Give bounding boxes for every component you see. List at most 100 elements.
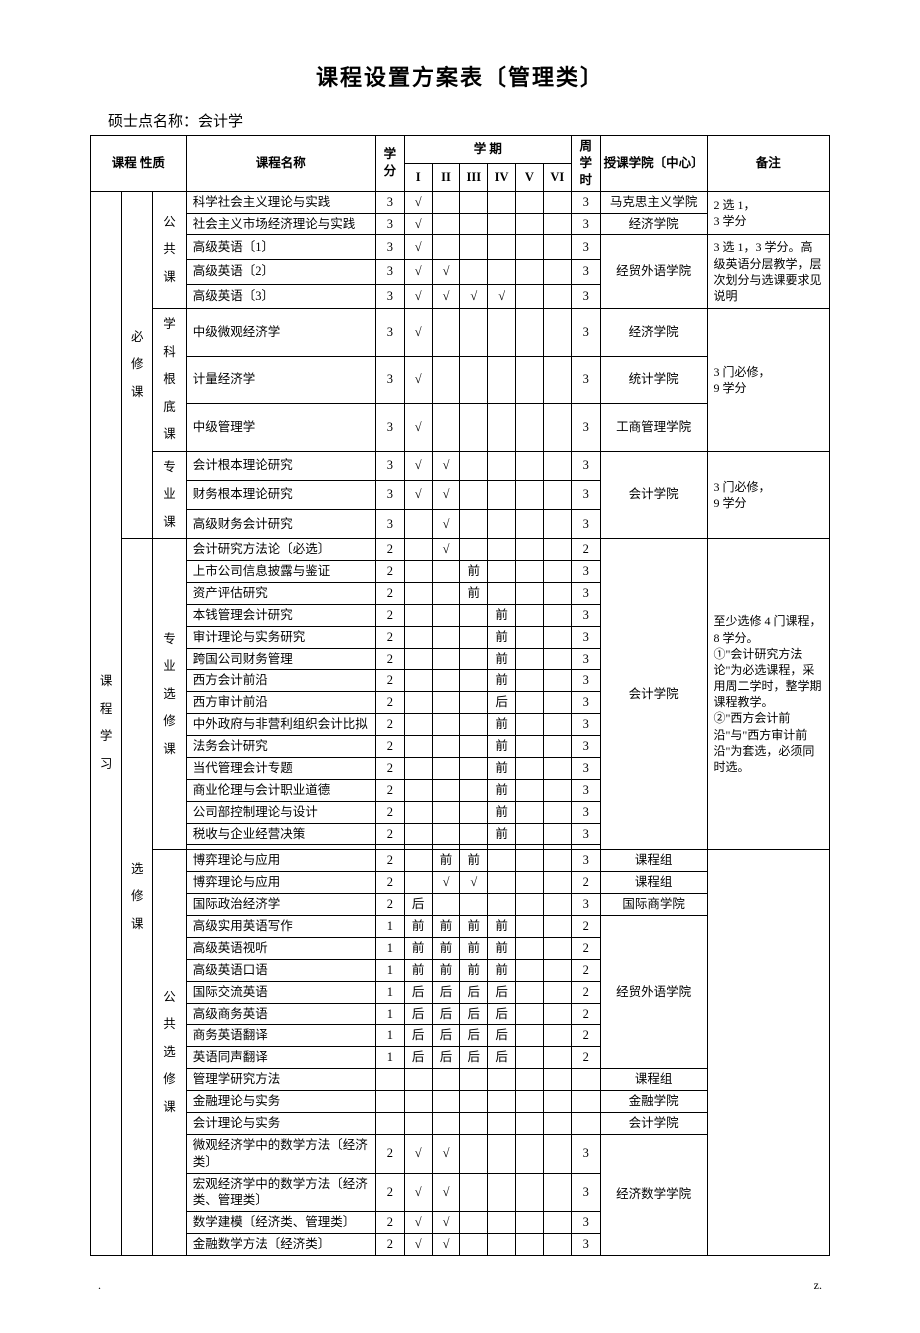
cell-hours — [571, 1069, 600, 1091]
cell-sem-4 — [488, 213, 516, 235]
cell-hours: 3 — [571, 736, 600, 758]
cell-credit: 1 — [375, 937, 404, 959]
cell-sem-6 — [543, 1212, 571, 1234]
cell-credit: 2 — [375, 1134, 404, 1173]
cell-sem-4: 前 — [488, 779, 516, 801]
cell-sem-6 — [543, 539, 571, 561]
cell-sem-2 — [432, 309, 460, 357]
cell-course-name: 高级英语〔1〕 — [186, 235, 375, 260]
cell-sem-5 — [516, 1003, 544, 1025]
cell-sem-2: √ — [432, 1134, 460, 1173]
cell-course-name: 管理学研究方法 — [186, 1069, 375, 1091]
cell-sem-6 — [543, 561, 571, 583]
cell-sem-5 — [516, 1173, 544, 1212]
cell-hours: 2 — [571, 1047, 600, 1069]
cell-sem-6 — [543, 1091, 571, 1113]
cell-sem-5 — [516, 1134, 544, 1173]
cell-hours: 3 — [571, 714, 600, 736]
cell-note: 至少选修 4 门课程，8 学分。①"会计研究方法论"为必选课程，采用周二学时，整… — [707, 539, 830, 850]
cell-credit: 1 — [375, 959, 404, 981]
cell-sem-5 — [516, 736, 544, 758]
cell-sem-4: 后 — [488, 1047, 516, 1069]
cell-note: 3 门必修，9 学分 — [707, 309, 830, 452]
cell-sem-1: √ — [404, 1134, 432, 1173]
cell-sem-6 — [543, 757, 571, 779]
cell-sem-4 — [488, 509, 516, 538]
cell-hours: 2 — [571, 937, 600, 959]
cell-sem-2 — [432, 823, 460, 845]
cell-hours — [571, 1112, 600, 1134]
cell-course-name: 中外政府与非营利组织会计比拟 — [186, 714, 375, 736]
cell-sem-3 — [460, 692, 488, 714]
cell-sem-5 — [516, 235, 544, 260]
th-sem-6: VI — [543, 163, 571, 191]
cell-sem-2 — [432, 757, 460, 779]
cell-sem-6 — [543, 937, 571, 959]
cell-sem-1 — [404, 736, 432, 758]
cell-sem-3 — [460, 1173, 488, 1212]
cell-sem-3: 后 — [460, 981, 488, 1003]
cell-sem-5 — [516, 561, 544, 583]
cell-sem-5 — [516, 823, 544, 845]
th-sem-4: IV — [488, 163, 516, 191]
cell-sem-4 — [488, 561, 516, 583]
cell-institution: 金融学院 — [600, 1091, 707, 1113]
cell-credit: 3 — [375, 213, 404, 235]
cell-course-name: 英语同声翻译 — [186, 1047, 375, 1069]
th-sem-1: I — [404, 163, 432, 191]
th-inst: 授课学院〔中心〕 — [600, 136, 707, 192]
cell-sem-3 — [460, 309, 488, 357]
cell-course-name: 高级财务会计研究 — [186, 509, 375, 538]
cell-sem-5 — [516, 1112, 544, 1134]
cell-sem-3: 前 — [460, 561, 488, 583]
cell-credit: 3 — [375, 284, 404, 309]
cell-sem-1: 前 — [404, 959, 432, 981]
cell-hours: 3 — [571, 235, 600, 260]
cell-institution: 经贸外语学院 — [600, 235, 707, 309]
cell-sem-1 — [404, 823, 432, 845]
cell-sem-2: 前 — [432, 916, 460, 938]
cell-sem-2: 前 — [432, 937, 460, 959]
cell-institution: 国际商学院 — [600, 894, 707, 916]
cell-sem-4: 前 — [488, 604, 516, 626]
cell-sem-1: √ — [404, 356, 432, 404]
cell-institution: 课程组 — [600, 1069, 707, 1091]
cell-hours: 3 — [571, 259, 600, 284]
cell-sem-2 — [432, 213, 460, 235]
cell-sem-1: √ — [404, 1212, 432, 1234]
cell-sem-4: 前 — [488, 916, 516, 938]
cell-sem-2: √ — [432, 1212, 460, 1234]
cell-sem-3 — [460, 191, 488, 213]
cell-hours — [571, 1091, 600, 1113]
cell-hours: 2 — [571, 1025, 600, 1047]
cell-sem-5 — [516, 872, 544, 894]
cell-hours: 3 — [571, 509, 600, 538]
cell-sem-3: √ — [460, 872, 488, 894]
cell-sem-4 — [488, 582, 516, 604]
cell-sem-1: √ — [404, 1173, 432, 1212]
cell-hours: 3 — [571, 309, 600, 357]
header-row-1: 课程 性质 课程名称 学分 学 期 周学时 授课学院〔中心〕 备注 — [91, 136, 830, 164]
footer-right: z. — [814, 1278, 822, 1293]
cell-sem-1: √ — [404, 284, 432, 309]
cell-sem-2: √ — [432, 509, 460, 538]
cell-sem-6 — [543, 801, 571, 823]
cell-sem-2 — [432, 714, 460, 736]
cell-sem-6 — [543, 779, 571, 801]
cell-institution: 统计学院 — [600, 356, 707, 404]
cell-hours: 3 — [571, 1234, 600, 1256]
cell-sem-4 — [488, 872, 516, 894]
cell-sem-6 — [543, 916, 571, 938]
cell-course-name: 跨国公司财务管理 — [186, 648, 375, 670]
cell-sem-2: √ — [432, 1173, 460, 1212]
cell-credit: 2 — [375, 714, 404, 736]
cell-sem-5 — [516, 1091, 544, 1113]
cell-course-name: 税收与企业经营决策 — [186, 823, 375, 845]
cell-course-name: 国际交流英语 — [186, 981, 375, 1003]
cell-credit: 1 — [375, 981, 404, 1003]
cell-sem-3 — [460, 404, 488, 452]
cell-hours: 3 — [571, 670, 600, 692]
cell-sem-5 — [516, 1025, 544, 1047]
cell-institution: 经贸外语学院 — [600, 916, 707, 1069]
cell-course-name: 会计理论与实务 — [186, 1112, 375, 1134]
